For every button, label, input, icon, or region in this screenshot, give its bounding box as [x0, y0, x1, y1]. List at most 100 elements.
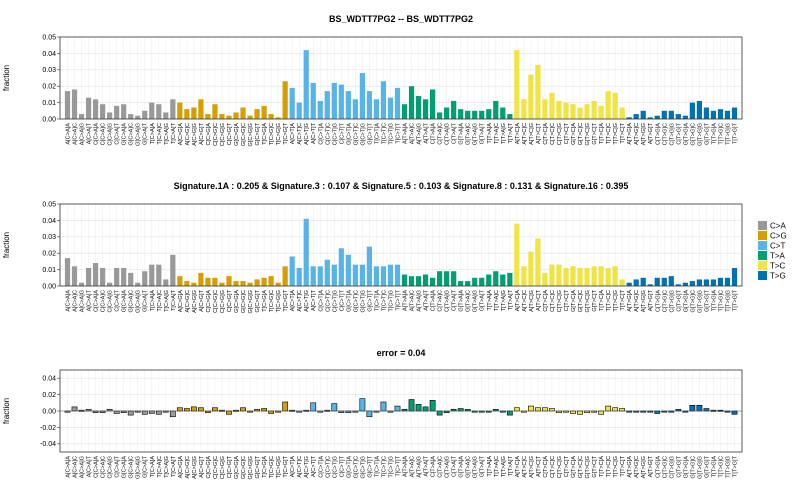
x-tick-label: C[T>A]C: [438, 290, 444, 312]
x-tick-label: G[C>G]T: [255, 122, 261, 145]
bar-g-t-c-c: [577, 267, 583, 286]
x-tick-label: G[T>A]G: [473, 123, 479, 145]
bar-a-c-t-a: [289, 256, 295, 286]
bar-g-c-a-t: [142, 271, 148, 286]
x-tick-label: A[C>A]C: [73, 290, 79, 312]
bar-c-c-t-g: [331, 82, 337, 119]
x-tick-label: T[T>A]G: [501, 456, 507, 477]
bar-c-c-t-g: [331, 264, 337, 286]
y-tick-label: 0.01: [42, 267, 56, 274]
x-tick-label: T[C>T]A: [374, 290, 380, 311]
bar-c-t-c-a: [542, 272, 548, 286]
x-tick-label: T[C>A]A: [150, 123, 156, 145]
bar-a-t-a-c: [408, 399, 415, 412]
x-tick-label: G[T>A]T: [480, 289, 486, 311]
bar-g-t-a-a: [458, 281, 464, 286]
x-tick-label: C[T>G]T: [676, 122, 682, 144]
bar-t-c-t-t: [394, 405, 401, 412]
bar-t-t-g-c: [717, 277, 724, 286]
x-tick-label: A[C>G]T: [199, 122, 205, 144]
legend-label: C>T: [770, 242, 785, 251]
bar-c-c-t-c: [324, 91, 330, 119]
x-tick-label: C[T>C]G: [557, 290, 563, 312]
bar-a-t-g-c: [633, 279, 639, 286]
x-tick-label: A[C>T]T: [311, 122, 317, 144]
bar-t-c-a-t: [169, 410, 176, 418]
bar-a-c-g-t: [198, 272, 204, 286]
bar-a-t-g-t: [647, 284, 653, 286]
x-tick-label: T[T>A]A: [487, 123, 493, 144]
bar-a-c-t-c: [296, 102, 302, 119]
bar-g-t-c-g: [584, 267, 590, 286]
bar-c-t-a-a: [430, 89, 436, 119]
bar-a-c-t-g: [303, 50, 309, 120]
x-tick-label: C[T>A]T: [452, 289, 458, 311]
y-tick-label: 0.02: [42, 84, 56, 91]
x-tick-label: C[T>G]A: [655, 456, 661, 478]
x-tick-label: C[C>A]C: [101, 123, 107, 145]
x-tick-label: T[T>A]C: [494, 123, 500, 144]
bar-c-t-g-a: [654, 115, 660, 119]
bar-c-t-g-a: [654, 277, 660, 286]
x-tick-label: T[T>A]C: [494, 456, 500, 477]
x-tick-label: A[T>A]T: [424, 289, 430, 310]
x-tick-label: A[C>G]T: [199, 289, 205, 311]
x-tick-label: G[C>T]C: [353, 456, 359, 478]
bar-g-t-c-a: [570, 104, 576, 119]
bar-t-c-t-t: [394, 87, 401, 119]
x-tick-label: T[T>C]C: [606, 290, 612, 311]
x-tick-label: A[T>C]A: [515, 290, 521, 312]
bar-a-c-a-g: [78, 282, 85, 286]
x-tick-label: A[T>C]C: [522, 290, 528, 312]
bar-g-t-g-g: [696, 404, 703, 412]
bar-t-c-g-t: [282, 81, 288, 119]
x-tick-label: C[C>T]C: [325, 290, 331, 312]
x-tick-label: T[T>A]C: [494, 290, 500, 311]
bar-a-c-g-g: [190, 406, 197, 412]
bar-t-t-g-a: [710, 110, 717, 119]
x-tick-label: G[C>G]A: [234, 123, 240, 146]
bar-t-c-t-a: [373, 99, 380, 119]
x-tick-label: T[C>G]C: [269, 456, 275, 478]
x-tick-label: C[T>A]G: [445, 456, 451, 478]
x-tick-label: T[T>C]T: [620, 122, 626, 143]
bar-g-t-c-t: [591, 100, 597, 119]
bar-a-c-g-a: [177, 102, 183, 119]
x-tick-label: C[T>C]T: [564, 289, 570, 311]
x-tick-label: C[T>G]G: [669, 123, 675, 146]
bar-c-c-g-c: [212, 104, 218, 119]
x-tick-label: T[T>A]A: [487, 456, 493, 477]
x-tick-label: T[T>G]T: [732, 122, 738, 144]
bar-t-c-a-a: [149, 102, 155, 119]
y-axis-label: fraction: [2, 65, 11, 91]
x-tick-label: T[C>G]T: [283, 289, 289, 311]
x-tick-label: T[C>A]A: [150, 290, 156, 312]
bar-g-t-c-a: [570, 410, 576, 414]
x-tick-label: G[T>A]A: [459, 123, 465, 145]
bar-c-t-c-t: [563, 102, 569, 119]
bar-a-t-c-g: [528, 74, 534, 119]
bar-t-t-a-t: [507, 272, 513, 286]
x-tick-label: A[C>G]C: [185, 290, 191, 313]
bar-t-t-a-t: [506, 410, 513, 416]
x-tick-label: A[T>C]T: [536, 289, 542, 311]
x-tick-label: A[T>A]C: [410, 456, 416, 477]
x-tick-label: G[C>G]T: [255, 289, 261, 312]
x-tick-label: A[C>G]G: [192, 456, 198, 479]
bar-g-c-a-t: [141, 410, 148, 415]
x-tick-label: C[T>C]C: [550, 123, 556, 145]
x-tick-label: G[C>A]C: [129, 456, 135, 479]
x-tick-label: T[C>A]C: [157, 290, 163, 312]
x-tick-label: C[T>A]A: [431, 290, 437, 312]
y-tick-label: -0.04: [40, 441, 56, 448]
x-tick-label: G[T>A]C: [466, 456, 472, 478]
x-tick-label: A[T>C]T: [536, 122, 542, 144]
x-tick-label: C[T>C]T: [564, 122, 570, 144]
x-tick-label: G[T>C]G: [585, 456, 591, 479]
bar-t-t-g-g: [724, 110, 731, 119]
x-tick-label: G[C>A]A: [122, 123, 128, 145]
bar-c-t-a-t: [451, 271, 457, 286]
bar-a-c-g-g: [191, 107, 197, 119]
bar-a-c-a-a: [64, 258, 71, 286]
bar-a-t-c-a: [514, 223, 520, 286]
